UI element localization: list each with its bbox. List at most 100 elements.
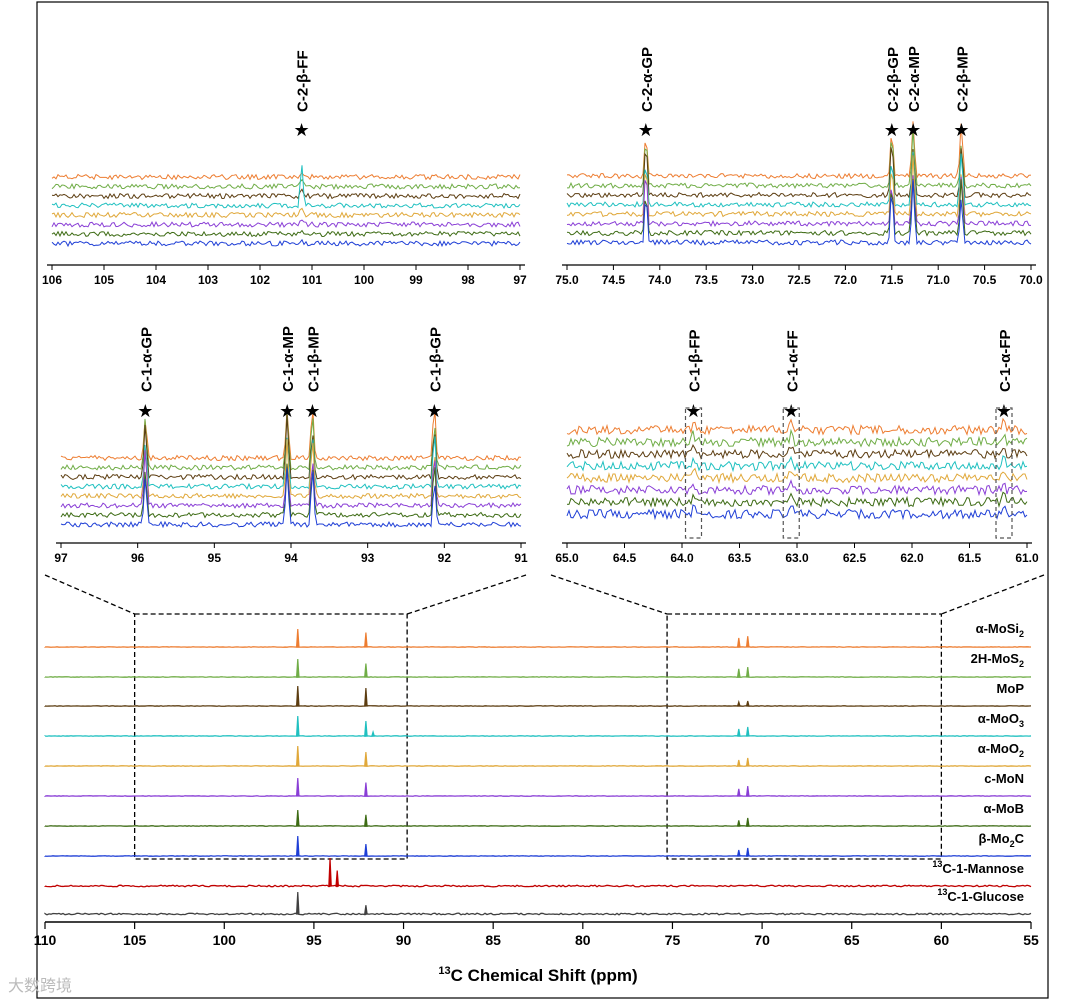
peak-annotation-label: C-2-α-GP xyxy=(639,47,656,112)
series-peak xyxy=(295,715,300,737)
inset-trace xyxy=(51,172,521,181)
peak-star-marker: ★ xyxy=(137,401,153,421)
series-label-main: C-1-Glucose xyxy=(947,889,1024,904)
inset-trace xyxy=(566,443,1028,460)
inset-trace xyxy=(51,188,521,200)
inset-trace xyxy=(51,165,521,210)
series-label-sup: 13 xyxy=(937,887,947,897)
zoom-connector xyxy=(941,574,1045,615)
series-peak xyxy=(745,817,750,827)
main-x-tick-label: 105 xyxy=(123,932,147,948)
inset-trace xyxy=(566,491,1028,508)
series-peak xyxy=(364,782,368,797)
series-label-main: β-Mo xyxy=(979,831,1010,846)
inset-x-tick-label: 61.5 xyxy=(958,551,982,565)
peak-annotation-label: C-2-α-MP xyxy=(906,46,923,112)
series-label-sup: 13 xyxy=(932,859,942,869)
inset-trace xyxy=(566,504,1028,521)
inset-x-tick-label: 97 xyxy=(54,551,68,565)
series-peak xyxy=(371,729,376,737)
main-x-tick-label: 65 xyxy=(844,932,860,948)
inset-trace xyxy=(60,468,522,529)
inset-x-tick-label: 70.5 xyxy=(973,273,997,287)
inset-trace xyxy=(60,409,522,462)
inset-x-tick-label: 74.5 xyxy=(602,273,626,287)
inset-trace xyxy=(566,175,1032,228)
peak-star-marker: ★ xyxy=(304,401,320,421)
inset-trace xyxy=(60,450,522,510)
series-label: c-MoN xyxy=(984,771,1024,786)
series-peak xyxy=(745,847,750,857)
series-peak xyxy=(745,667,750,678)
series-peak xyxy=(745,700,750,707)
inset-trace xyxy=(566,455,1028,473)
series-label-main: MoP xyxy=(997,681,1025,696)
peak-star-marker: ★ xyxy=(685,401,701,421)
peak-annotation-label: C-2-β-GP xyxy=(885,47,902,112)
series-line xyxy=(44,735,1032,737)
inset-x-tick-label: 93 xyxy=(361,551,375,565)
inset-trace xyxy=(60,436,522,490)
series-peak xyxy=(364,720,368,737)
peak-annotation-label: C-1-β-GP xyxy=(427,327,444,392)
inset-x-tick-label: 95 xyxy=(208,551,222,565)
figure-border xyxy=(36,1,1049,999)
series-label: 2H-MoS2 xyxy=(971,651,1024,669)
series-peak xyxy=(736,637,741,648)
series-label: α-MoO3 xyxy=(978,711,1024,729)
series-label: α-MoB xyxy=(984,801,1024,816)
series-peak xyxy=(736,849,741,857)
inset-x-tick-label: 101 xyxy=(302,273,322,287)
inset-trace xyxy=(566,479,1028,497)
inset-x-tick-label: 92 xyxy=(438,551,452,565)
series-peak xyxy=(364,687,368,707)
inset-x-tick-label: 71.0 xyxy=(927,273,951,287)
inset-trace xyxy=(566,417,1028,436)
series-peak xyxy=(364,663,368,678)
series-label-main: c-MoN xyxy=(984,771,1024,786)
peak-annotation-label: C-1-α-GP xyxy=(138,327,155,392)
series-peak xyxy=(364,843,368,857)
series-label: 13C-1-Glucose xyxy=(937,887,1024,904)
peak-star-marker: ★ xyxy=(905,120,921,140)
series-peak xyxy=(745,726,750,737)
inset-x-tick-label: 63.0 xyxy=(785,551,809,565)
inset-x-tick-label: 106 xyxy=(42,273,62,287)
inset-trace xyxy=(566,180,1032,246)
watermark: 大数跨境 xyxy=(8,976,73,995)
inset-x-tick-label: 97 xyxy=(513,273,527,287)
series-peak xyxy=(295,891,300,915)
inset-x-tick-label: 70.0 xyxy=(1019,273,1043,287)
series-peak xyxy=(295,685,300,707)
inset-c1-furanose: 65.0 64.5 64.0 63.5 63.0 62.5 62.0 61.5 61.0 ★ C-1… xyxy=(555,329,1039,565)
peak-star-marker: ★ xyxy=(783,401,799,421)
inset-x-tick-label: 98 xyxy=(461,273,475,287)
series-peak xyxy=(364,905,368,915)
inset-c2-beta-ff: 106 105 104 103 102 101 100 99 98 97 ★ C-2-β-FF xyxy=(42,50,527,287)
zoom-connector xyxy=(406,574,527,615)
main-x-tick-label: 100 xyxy=(213,932,237,948)
series-peak xyxy=(364,751,368,767)
inset-x-tick-label: 105 xyxy=(94,273,114,287)
inset-x-tick-label: 91 xyxy=(514,551,528,565)
inset-x-tick-label: 65.0 xyxy=(555,551,579,565)
series-label-main: α-MoO xyxy=(978,741,1019,756)
series-peak xyxy=(295,809,300,827)
zoom-connector xyxy=(550,574,668,615)
series-peak xyxy=(736,728,741,737)
peak-star-marker: ★ xyxy=(953,120,969,140)
peak-annotation-label: C-1-α-MP xyxy=(280,326,297,392)
peak-annotation-label: C-1-α-FF xyxy=(784,330,801,392)
series-label-main: α-MoSi xyxy=(976,621,1019,636)
main-x-axis-label-sup: 13 xyxy=(438,965,450,977)
inset-x-tick-label: 63.5 xyxy=(728,551,752,565)
series-peak xyxy=(335,870,340,887)
inset-trace xyxy=(51,178,521,191)
series-label: α-MoSi2 xyxy=(976,621,1024,639)
series-label-sub: 2 xyxy=(1019,659,1024,669)
series-line xyxy=(44,795,1032,797)
main-x-tick-label: 95 xyxy=(306,932,322,948)
main-x-axis-label: 13C Chemical Shift (ppm) xyxy=(438,965,637,985)
peak-annotation-label: C-1-β-MP xyxy=(305,326,322,392)
